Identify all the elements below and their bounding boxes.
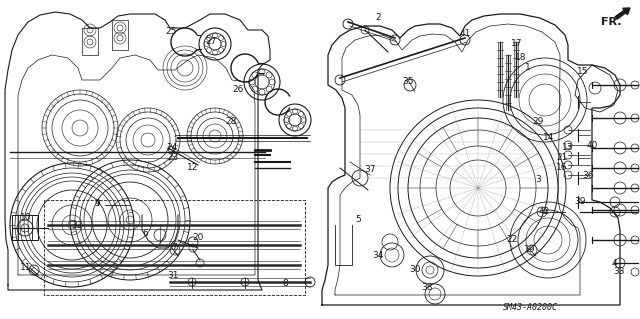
Text: FR.: FR.	[601, 17, 621, 27]
Text: SM43-A0200C: SM43-A0200C	[502, 303, 557, 313]
Text: 17: 17	[511, 40, 523, 48]
Text: 19: 19	[524, 246, 536, 255]
Text: 29: 29	[532, 117, 544, 127]
Text: 23: 23	[167, 153, 179, 162]
Text: 42: 42	[538, 207, 550, 217]
Text: 27: 27	[205, 38, 217, 47]
Text: 3: 3	[535, 175, 541, 184]
Text: 20: 20	[192, 234, 204, 242]
Text: 4: 4	[611, 258, 617, 268]
Text: 33: 33	[613, 268, 625, 277]
Text: 14: 14	[543, 133, 555, 143]
Text: 12: 12	[188, 164, 198, 173]
Text: 38: 38	[421, 284, 433, 293]
Text: 28: 28	[225, 117, 237, 127]
Text: 39: 39	[574, 197, 586, 206]
FancyArrow shape	[615, 8, 630, 19]
Text: 40: 40	[586, 140, 598, 150]
Text: 8: 8	[282, 279, 288, 288]
Text: 18: 18	[515, 54, 527, 63]
Text: 41: 41	[460, 29, 470, 39]
Text: 1: 1	[525, 63, 531, 72]
Text: 2: 2	[375, 13, 381, 23]
Text: 7: 7	[171, 243, 177, 253]
Text: 26: 26	[232, 85, 244, 94]
Text: 32: 32	[71, 221, 83, 231]
Text: 25: 25	[165, 27, 177, 36]
Text: 10: 10	[20, 213, 32, 222]
Text: 22: 22	[506, 235, 518, 244]
Text: 34: 34	[372, 251, 384, 261]
Text: 16: 16	[556, 164, 568, 173]
Text: 37: 37	[364, 166, 376, 174]
Text: 24: 24	[166, 144, 178, 152]
Text: 31: 31	[167, 271, 179, 280]
Text: 35: 35	[403, 78, 413, 86]
Text: 6: 6	[142, 228, 148, 238]
Text: 13: 13	[563, 144, 573, 152]
Text: 30: 30	[409, 265, 420, 275]
Text: 15: 15	[577, 68, 589, 77]
Text: 21: 21	[556, 153, 568, 162]
Text: 36: 36	[582, 172, 594, 181]
Text: 5: 5	[355, 216, 361, 225]
Text: 9: 9	[94, 199, 100, 209]
Text: 11: 11	[20, 263, 32, 272]
